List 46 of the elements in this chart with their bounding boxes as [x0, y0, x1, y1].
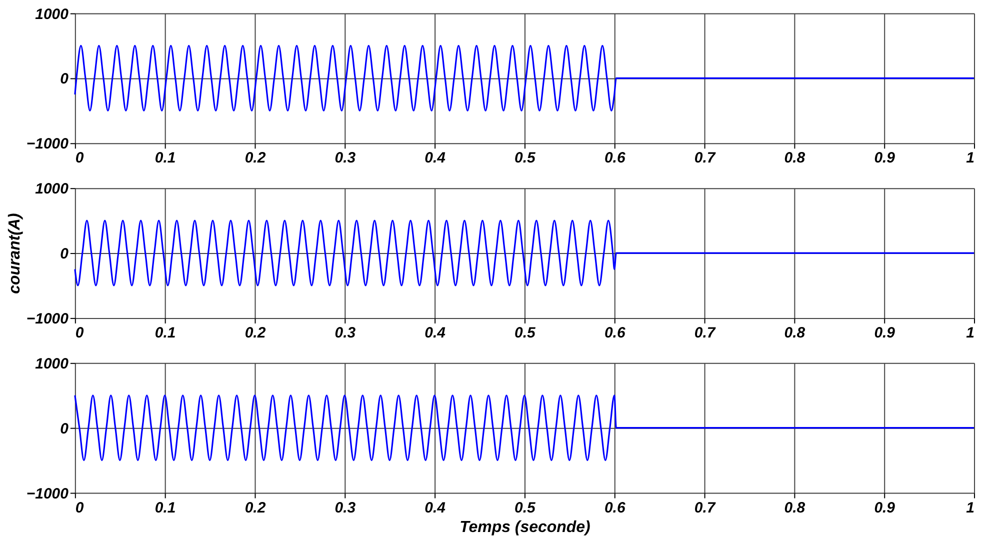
- x-tick-label: 0.5: [514, 150, 536, 167]
- x-tick-label: 0.4: [424, 150, 446, 167]
- y-tick-label: −1000: [26, 310, 70, 328]
- x-tick-label: 0.7: [694, 324, 716, 342]
- x-tick-label: 0.4: [424, 324, 446, 342]
- x-tick-label: 0.6: [604, 499, 626, 516]
- x-tick-label: 0.2: [244, 150, 266, 167]
- x-tick-label: 0.1: [154, 499, 176, 516]
- x-tick-label: 0.7: [694, 499, 716, 516]
- x-tick-label: 0.2: [244, 324, 266, 342]
- x-tick-label: 1: [966, 150, 975, 167]
- x-tick-label: 0: [75, 499, 84, 516]
- x-tick-label: 0.8: [784, 499, 806, 516]
- y-tick-label: 0: [60, 246, 70, 263]
- x-tick-label: 0: [75, 324, 84, 342]
- x-tick-label: 0.3: [334, 150, 356, 167]
- x-tick-label: 1: [966, 499, 975, 516]
- x-tick-label: 1: [966, 324, 975, 342]
- x-tick-label: 0.5: [514, 499, 536, 516]
- x-tick-label: 0.8: [784, 324, 806, 342]
- x-tick-label: 0.9: [874, 150, 896, 167]
- x-tick-label: 0.9: [874, 499, 896, 516]
- y-tick-label: −1000: [26, 485, 70, 502]
- y-tick-label: 1000: [35, 6, 70, 23]
- x-tick-label: 0.8: [784, 150, 806, 167]
- x-tick-label: 0.5: [514, 324, 536, 342]
- y-tick-label: −1000: [26, 136, 70, 153]
- x-tick-label: 0.3: [334, 324, 356, 342]
- x-tick-label: 0.7: [694, 150, 716, 167]
- y-tick-label: 0: [60, 70, 70, 88]
- x-tick-label: 0.2: [244, 499, 266, 516]
- x-tick-label: 0.3: [334, 499, 356, 516]
- line-series: [74, 44, 975, 112]
- x-tick-label: 0.9: [874, 324, 896, 342]
- x-axis-title: Temps (seconde): [460, 519, 590, 536]
- x-tick-label: 0.6: [604, 150, 626, 167]
- x-tick-label: 0.4: [424, 499, 446, 516]
- y-axis-title: courant(A): [6, 213, 24, 294]
- y-tick-label: 0: [60, 420, 70, 438]
- x-tick-label: 0.1: [154, 150, 176, 167]
- y-tick-label: 1000: [35, 180, 70, 198]
- x-tick-label: 0: [75, 150, 84, 167]
- x-tick-label: 0.1: [154, 324, 176, 342]
- line-series: [74, 220, 975, 286]
- y-tick-label: 1000: [35, 355, 70, 372]
- x-tick-label: 0.6: [604, 324, 626, 342]
